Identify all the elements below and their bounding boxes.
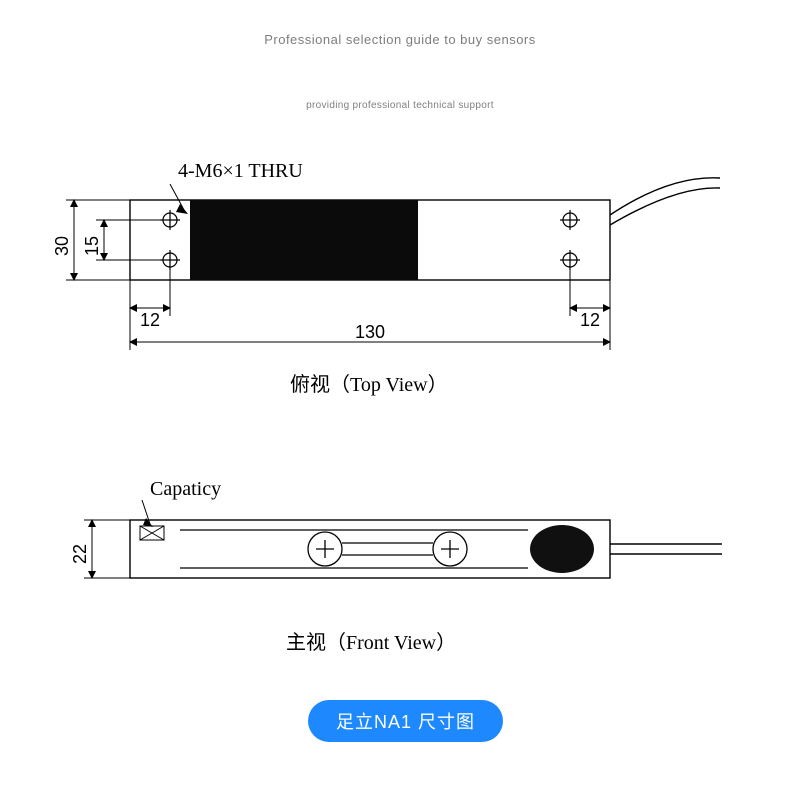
front-view-label: 主视（Front View）	[286, 626, 456, 655]
dim-22: 22	[70, 544, 90, 564]
front-view-drawing: 22	[0, 0, 800, 700]
sensor-icon	[530, 525, 594, 573]
model-pill: 足立NA1 尺寸图	[308, 700, 503, 742]
